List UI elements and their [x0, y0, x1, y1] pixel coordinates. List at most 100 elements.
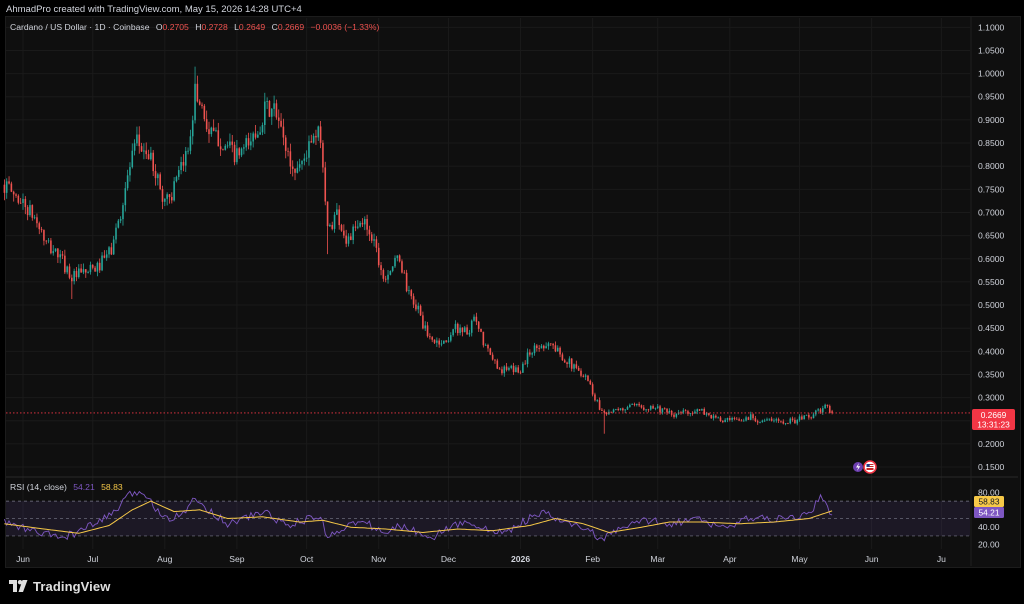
lightning-icon[interactable] — [852, 461, 864, 473]
candle — [226, 141, 229, 149]
tradingview-wordmark: TradingView — [33, 578, 111, 594]
candle — [110, 242, 113, 256]
candle — [766, 417, 768, 421]
tradingview-branding[interactable]: TradingView — [9, 577, 110, 595]
candle — [780, 420, 782, 424]
candle — [119, 216, 122, 224]
candle — [312, 133, 315, 144]
candle — [501, 366, 503, 376]
time-tick-label: Jul — [87, 554, 98, 564]
candle — [633, 402, 636, 407]
candle — [777, 417, 780, 424]
candle — [424, 321, 427, 332]
candle — [831, 409, 833, 415]
candle — [468, 329, 471, 337]
candle — [340, 223, 343, 232]
candle — [180, 156, 182, 175]
candle — [210, 126, 213, 137]
candle — [124, 181, 127, 212]
candle — [3, 179, 6, 201]
candle — [489, 347, 492, 356]
time-tick-label: Oct — [300, 554, 314, 564]
candle — [545, 342, 547, 349]
candle — [656, 404, 659, 410]
candle — [10, 181, 13, 193]
candle — [298, 158, 301, 172]
candle — [668, 408, 671, 414]
candle — [71, 274, 73, 300]
candle — [698, 409, 701, 412]
candle — [491, 352, 494, 361]
candle — [270, 107, 273, 125]
candle — [280, 113, 282, 128]
candle — [187, 147, 189, 155]
candle — [715, 414, 717, 419]
candle — [610, 411, 613, 413]
candle — [645, 409, 647, 413]
candle — [352, 224, 354, 245]
candle — [745, 415, 747, 422]
candle — [38, 221, 41, 235]
candle — [582, 374, 585, 378]
candle — [801, 414, 803, 421]
price-tick-label: 0.7500 — [978, 184, 1005, 194]
candle — [419, 304, 422, 316]
candle — [217, 122, 220, 147]
candle — [598, 397, 601, 411]
candle — [756, 419, 759, 425]
candle — [526, 348, 529, 368]
candle — [80, 263, 82, 273]
candle — [819, 407, 822, 414]
candle — [517, 365, 520, 374]
price-tick-label: 0.1500 — [978, 462, 1005, 472]
candle — [82, 263, 85, 275]
candle — [608, 409, 610, 416]
candle — [236, 140, 238, 165]
candle — [184, 146, 187, 172]
candle — [626, 405, 629, 410]
candle — [396, 255, 399, 262]
candle — [426, 321, 429, 338]
candle — [494, 359, 496, 364]
price-tick-label: 0.8500 — [978, 138, 1005, 148]
candle — [696, 408, 699, 415]
candle — [740, 418, 743, 422]
candle — [768, 418, 771, 421]
candle — [589, 379, 592, 385]
candle — [661, 408, 664, 415]
candle — [638, 401, 640, 407]
rsi-panel: 80.00 40.00 20.00 — [3, 487, 1000, 550]
us-flag-icon[interactable] — [863, 460, 877, 474]
candle — [440, 340, 443, 347]
candle — [447, 336, 450, 343]
candle — [203, 104, 206, 122]
price-tick-label: 0.6500 — [978, 231, 1005, 241]
time-tick-label: Jun — [16, 554, 30, 564]
last-price-tag: 0.2669 13:31:23 — [972, 409, 1015, 430]
candle — [252, 131, 254, 148]
candle — [361, 218, 364, 227]
price-tick-label: 1.0000 — [978, 69, 1005, 79]
candle — [166, 192, 168, 206]
chart-panel[interactable] — [5, 16, 1021, 568]
candle — [649, 405, 652, 411]
candle — [171, 192, 173, 204]
candle — [629, 403, 631, 408]
candle — [40, 226, 43, 233]
candle — [803, 414, 805, 420]
time-tick-label: Ju — [937, 554, 946, 564]
candle — [642, 405, 645, 411]
candle — [784, 422, 787, 426]
candle — [828, 404, 831, 414]
candle — [231, 135, 234, 153]
candle — [640, 404, 643, 409]
candle — [577, 365, 580, 372]
candle — [126, 169, 129, 191]
candle — [310, 134, 313, 143]
candle — [512, 362, 515, 375]
candle — [580, 368, 582, 378]
candle — [91, 264, 94, 270]
price-tick-label: 0.5000 — [978, 300, 1005, 310]
candle — [452, 328, 454, 337]
